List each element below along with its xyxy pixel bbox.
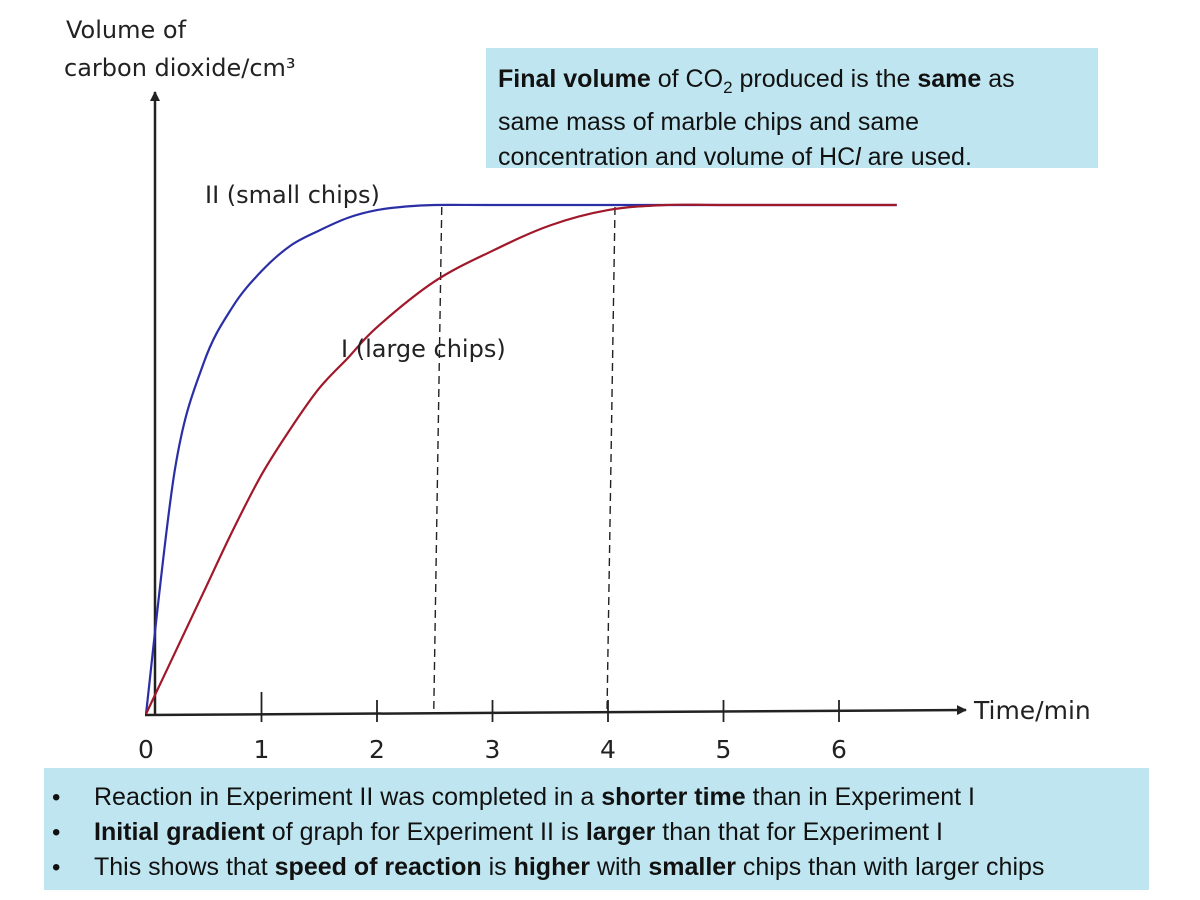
series-label-small-chips: II (small chips) — [205, 181, 380, 209]
x-axis — [144, 705, 967, 717]
x-axis-label: Time/min — [973, 696, 1091, 725]
bullet-text: than that for Experiment I — [655, 818, 943, 846]
series-lines — [144, 203, 897, 715]
x-tick-label: 2 — [369, 735, 385, 764]
series-line-small-chips — [144, 203, 897, 715]
series-line-large-chips — [145, 203, 897, 715]
bullet-text: with — [590, 853, 649, 881]
x-tick-label: 6 — [831, 735, 847, 764]
reference-line — [606, 206, 616, 713]
bullet-text: chips than with larger chips — [735, 853, 1045, 881]
x-ticks: 0 1 2 3 4 5 6 — [138, 692, 847, 764]
bullet-text: of graph for Experiment II is — [264, 818, 586, 846]
bullet-text: Reaction in Experiment II was completed … — [94, 783, 602, 811]
bullet-text: than in Experiment I — [745, 783, 975, 811]
conclusion-bullets: Reaction in Experiment II was completed … — [44, 768, 1149, 890]
bullet-bold: speed of reaction — [274, 853, 482, 881]
reference-line — [433, 206, 443, 713]
bullet-bold: shorter time — [601, 783, 746, 811]
x-tick-label: 1 — [254, 735, 270, 764]
x-tick-label: 3 — [485, 735, 501, 764]
series-label-large-chips: I (large chips) — [341, 335, 506, 363]
bullet-item: Initial gradient of graph for Experiment… — [44, 815, 1149, 850]
bullet-bold: larger — [585, 818, 656, 846]
callout-line-2: same mass of marble chips and same — [498, 108, 920, 136]
callout-line-1: Final volume of CO2 produced is the same… — [498, 62, 1086, 105]
callout-text: are used. — [860, 143, 972, 171]
y-axis-label-line2: carbon dioxide/cm³ — [64, 54, 296, 82]
final-volume-callout: Final volume of CO2 produced is the same… — [486, 48, 1098, 171]
x-tick-label: 5 — [716, 735, 732, 764]
callout-bold-same: same — [917, 65, 982, 93]
callout-text: produced is the — [732, 65, 918, 93]
callout-text: of CO — [650, 65, 724, 93]
x-tick-label: 0 — [138, 735, 154, 764]
callout-subscript: 2 — [723, 78, 733, 97]
bullet-item: This shows that speed of reaction is hig… — [44, 850, 1149, 885]
x-tick-label: 4 — [600, 735, 616, 764]
callout-line-3: concentration and volume of HCl are used… — [498, 140, 1086, 175]
bullet-text: is — [481, 853, 514, 881]
callout-text: as — [981, 65, 1015, 93]
bullet-bold: Initial gradient — [94, 818, 265, 846]
reference-lines — [433, 206, 616, 713]
y-axis-label-line1: Volume of — [66, 16, 187, 44]
chart: Volume of carbon dioxide/cm³ Time/min 0 1… — [64, 16, 1091, 764]
bullet-item: Reaction in Experiment II was completed … — [44, 780, 1149, 815]
bullet-bold: smaller — [648, 853, 736, 881]
callout-bold-final-volume: Final volume — [498, 65, 651, 93]
bullet-bold: higher — [513, 853, 590, 881]
callout-text: concentration and volume of HC — [498, 143, 856, 171]
bullet-text: This shows that — [94, 853, 275, 881]
callout-italic: l — [855, 143, 861, 171]
